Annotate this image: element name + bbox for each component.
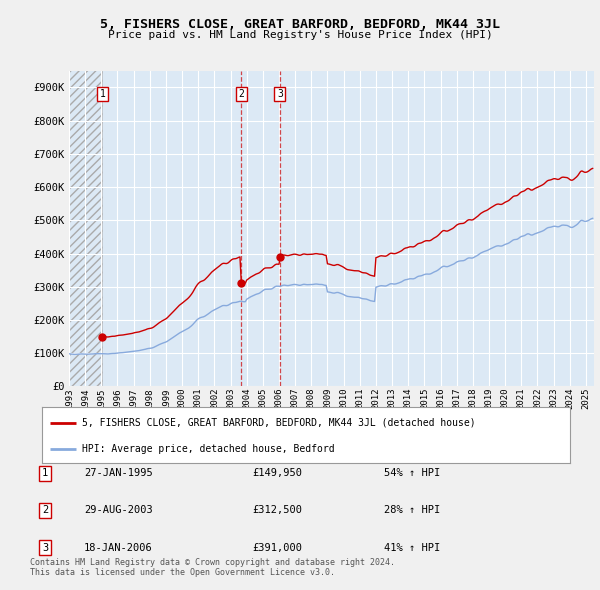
Text: 54% ↑ HPI: 54% ↑ HPI	[384, 468, 440, 478]
Text: 41% ↑ HPI: 41% ↑ HPI	[384, 543, 440, 552]
Text: 2: 2	[42, 506, 48, 515]
Text: £312,500: £312,500	[252, 506, 302, 515]
Text: 27-JAN-1995: 27-JAN-1995	[84, 468, 153, 478]
Text: £149,950: £149,950	[252, 468, 302, 478]
Text: 1: 1	[100, 89, 106, 99]
Text: 18-JAN-2006: 18-JAN-2006	[84, 543, 153, 552]
Text: 2: 2	[238, 89, 244, 99]
Text: 3: 3	[42, 543, 48, 552]
Text: 5, FISHERS CLOSE, GREAT BARFORD, BEDFORD, MK44 3JL: 5, FISHERS CLOSE, GREAT BARFORD, BEDFORD…	[100, 18, 500, 31]
Text: HPI: Average price, detached house, Bedford: HPI: Average price, detached house, Bedf…	[82, 444, 334, 454]
Text: £391,000: £391,000	[252, 543, 302, 552]
Text: 3: 3	[277, 89, 283, 99]
Text: 28% ↑ HPI: 28% ↑ HPI	[384, 506, 440, 515]
Text: Price paid vs. HM Land Registry's House Price Index (HPI): Price paid vs. HM Land Registry's House …	[107, 30, 493, 40]
Text: 1: 1	[42, 468, 48, 478]
Text: Contains HM Land Registry data © Crown copyright and database right 2024.
This d: Contains HM Land Registry data © Crown c…	[30, 558, 395, 577]
Text: 5, FISHERS CLOSE, GREAT BARFORD, BEDFORD, MK44 3JL (detached house): 5, FISHERS CLOSE, GREAT BARFORD, BEDFORD…	[82, 418, 475, 428]
Text: 29-AUG-2003: 29-AUG-2003	[84, 506, 153, 515]
